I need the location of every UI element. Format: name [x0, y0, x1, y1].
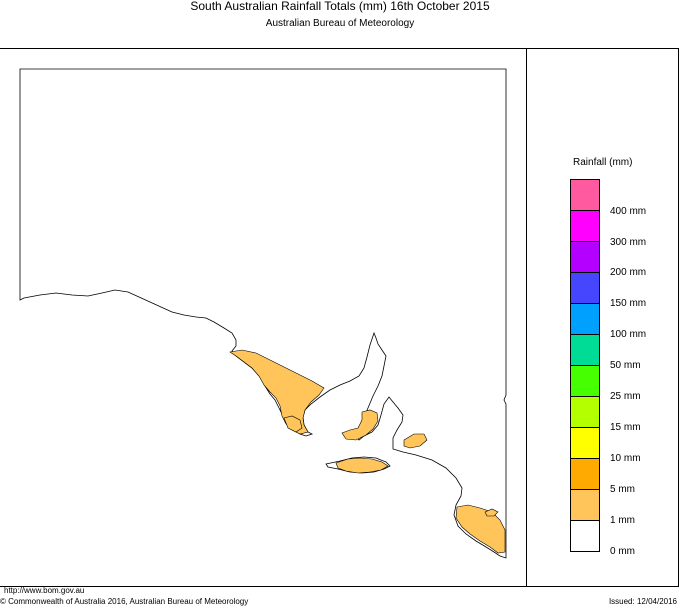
- rain-area-lower-eyre: [283, 415, 303, 433]
- legend-swatch: [570, 303, 600, 334]
- legend-colorbar: [570, 179, 600, 552]
- legend-swatch: [570, 241, 600, 272]
- legend-swatch: [570, 396, 600, 427]
- legend-title: Rainfall (mm): [573, 157, 633, 168]
- rain-area-south-east-isolated: [484, 508, 499, 517]
- legend-label: 0 mm: [610, 546, 635, 557]
- rain-area-south-east: [455, 504, 506, 554]
- legend-label: 50 mm: [610, 360, 641, 371]
- legend-label: 15 mm: [610, 422, 641, 433]
- legend-label: 5 mm: [610, 484, 635, 495]
- state-outline: [19, 68, 507, 559]
- legend-label: 200 mm: [610, 267, 647, 278]
- legend-swatch: [570, 179, 600, 210]
- rain-area-kangaroo-island: [335, 457, 389, 474]
- footer-copyright: © Commonwealth of Australia 2016, Austra…: [0, 597, 249, 606]
- rain-area-eyre-peninsula: [229, 349, 325, 435]
- legend-label: 100 mm: [610, 329, 647, 340]
- legend-swatch: [570, 272, 600, 303]
- legend-label: 300 mm: [610, 237, 647, 248]
- rain-area-adelaide: [403, 433, 428, 449]
- legend-swatch: [570, 210, 600, 241]
- legend-swatch: [570, 334, 600, 365]
- rain-area-yorke-peninsula: [341, 409, 379, 441]
- footer-url[interactable]: http://www.bom.gov.au: [4, 586, 85, 595]
- map-frame: [0, 48, 679, 587]
- legend-divider: [526, 48, 527, 587]
- legend-label: 150 mm: [610, 298, 647, 309]
- page-title: South Australian Rainfall Totals (mm) 16…: [190, 0, 490, 13]
- legend-swatch: [570, 458, 600, 489]
- legend-swatch: [570, 520, 600, 552]
- legend-label: 25 mm: [610, 391, 641, 402]
- page-subtitle: Australian Bureau of Meteorology: [265, 18, 415, 29]
- legend-label: 1 mm: [610, 515, 635, 526]
- legend-swatch: [570, 427, 600, 458]
- legend-label: 400 mm: [610, 206, 647, 217]
- legend-label: 10 mm: [610, 453, 641, 464]
- footer-issued-date: Issued: 12/04/2016: [608, 597, 677, 606]
- legend-swatch: [570, 489, 600, 520]
- legend-swatch: [570, 365, 600, 396]
